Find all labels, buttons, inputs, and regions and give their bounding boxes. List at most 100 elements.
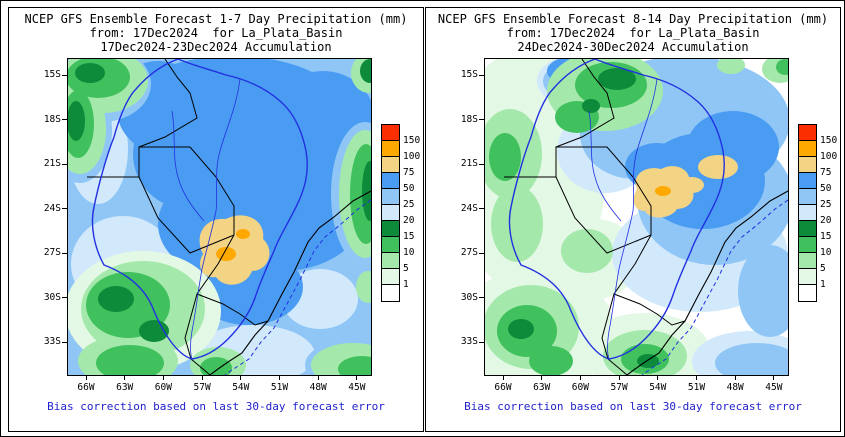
panel-subtitle: from: 17Dec2024 for La_Plata_Basin	[506, 26, 760, 40]
precip-fill-15-20mm	[68, 59, 371, 342]
legend-label: 5	[820, 263, 826, 274]
lon-tick-mark	[162, 376, 164, 380]
lat-tick-label: 33S	[460, 336, 478, 347]
legend-swatch	[799, 205, 816, 221]
legend-label: 25	[820, 199, 832, 210]
lon-tick-mark	[356, 376, 358, 380]
lat-tick-label: 33S	[43, 336, 61, 347]
lat-tick-label: 27S	[43, 247, 61, 258]
legend-swatch	[382, 125, 399, 141]
lon-tick-mark	[240, 376, 242, 380]
lon-tick-label: 60W	[571, 382, 589, 393]
legend-label: 1	[820, 279, 826, 290]
legend-label: 5	[403, 263, 409, 274]
legend-label: 10	[820, 247, 832, 258]
lon-tick-label: 54W	[649, 382, 667, 393]
legend-label: 25	[403, 199, 415, 210]
lon-tick-label: 63W	[116, 382, 134, 393]
panel-subtitle: from: 17Dec2024 for La_Plata_Basin	[89, 26, 343, 40]
precip-fill-15-20mm	[508, 68, 659, 368]
lon-tick-mark	[773, 376, 775, 380]
lon-tick-mark	[85, 376, 87, 380]
lat-tick-label: 15S	[460, 69, 478, 80]
lon-tick-label: 48W	[309, 382, 327, 393]
precip-map-week2	[484, 58, 789, 376]
legend-label: 100	[820, 151, 838, 162]
legend-swatch	[382, 269, 399, 285]
legend-swatch	[382, 285, 399, 301]
legend-swatch	[382, 205, 399, 221]
precip-fill-100-150mm	[655, 186, 671, 196]
legend-label: 75	[403, 167, 415, 178]
precip-fill-100-150mm	[216, 229, 250, 261]
legend-week2: 150 100 75 50 25 20 15 10 5 1	[798, 124, 837, 302]
precip-fill-50-75mm	[116, 59, 371, 325]
legend-swatch	[799, 285, 816, 301]
lat-tick-label: 21S	[43, 158, 61, 169]
legend-swatch	[382, 157, 399, 173]
bias-caption-week2: Bias correction based on last 30-day for…	[464, 400, 802, 413]
lon-tick-label: 60W	[154, 382, 172, 393]
lat-tick-label: 24S	[460, 202, 478, 214]
legend-swatch	[799, 173, 816, 189]
legend-label: 150	[820, 135, 838, 146]
legend-label: 10	[403, 247, 415, 258]
lon-tick-label: 57W	[610, 382, 628, 393]
lon-tick-mark	[696, 376, 697, 380]
lat-tick-label: 21S	[460, 158, 478, 169]
lon-tick-label: 51W	[687, 382, 706, 393]
legend-label: 75	[820, 167, 832, 178]
lon-tick-mark	[734, 376, 736, 380]
legend-label: 20	[820, 215, 832, 226]
legend-swatch	[799, 237, 816, 253]
legend-label: 150	[403, 135, 421, 146]
legend-swatch	[799, 269, 816, 285]
legend-swatch	[382, 173, 399, 189]
lon-tick-label: 48W	[726, 382, 744, 393]
lat-tick-label: 18S	[43, 113, 61, 125]
legend-label: 100	[403, 151, 421, 162]
lon-tick-mark	[317, 376, 319, 380]
legend-swatch	[799, 141, 816, 157]
lon-tick-mark	[579, 376, 581, 380]
panel-title: NCEP GFS Ensemble Forecast 1-7 Day Preci…	[24, 12, 408, 26]
legend-label: 1	[403, 279, 409, 290]
legend-swatch	[382, 237, 399, 253]
precip-map-week1	[67, 58, 372, 376]
lon-tick-mark	[618, 376, 620, 380]
panel-title: NCEP GFS Ensemble Forecast 8-14 Day Prec…	[437, 12, 829, 26]
lon-tick-label: 54W	[232, 382, 250, 393]
lat-tick-label: 18S	[460, 113, 478, 125]
lon-tick-label: 45W	[765, 382, 783, 393]
legend-label: 15	[403, 231, 415, 242]
lon-tick-mark	[657, 376, 659, 380]
bias-caption-week1: Bias correction based on last 30-day for…	[47, 400, 385, 413]
panel-period: 24Dec2024-30Dec2024 Accumulation	[517, 40, 749, 54]
lat-tick-label: 24S	[43, 202, 61, 214]
legend-swatch	[799, 221, 816, 237]
legend-swatch	[382, 221, 399, 237]
legend-swatch	[799, 157, 816, 173]
lon-tick-label: 57W	[193, 382, 211, 393]
precip-fill-75-100mm	[199, 215, 270, 285]
legend-swatch	[382, 141, 399, 157]
legend-swatch	[382, 253, 399, 269]
lon-tick-label: 45W	[348, 382, 366, 393]
legend-label: 20	[403, 215, 415, 226]
legend-swatch	[799, 189, 816, 205]
lon-tick-label: 63W	[533, 382, 551, 393]
lon-tick-label: 66W	[494, 382, 512, 393]
lon-tick-mark	[201, 376, 203, 380]
panel-period: 17Dec2024-23Dec2024 Accumulation	[100, 40, 332, 54]
legend-swatch	[382, 189, 399, 205]
legend-label: 15	[820, 231, 832, 242]
legend-label: 50	[403, 183, 415, 194]
lat-tick-label: 30S	[460, 291, 478, 303]
lon-tick-label: 51W	[270, 382, 289, 393]
lat-tick-label: 30S	[43, 291, 61, 303]
legend-swatch	[799, 125, 816, 141]
legend-swatch	[799, 253, 816, 269]
lat-tick-label: 15S	[43, 69, 61, 80]
lat-tick-label: 27S	[460, 247, 478, 258]
